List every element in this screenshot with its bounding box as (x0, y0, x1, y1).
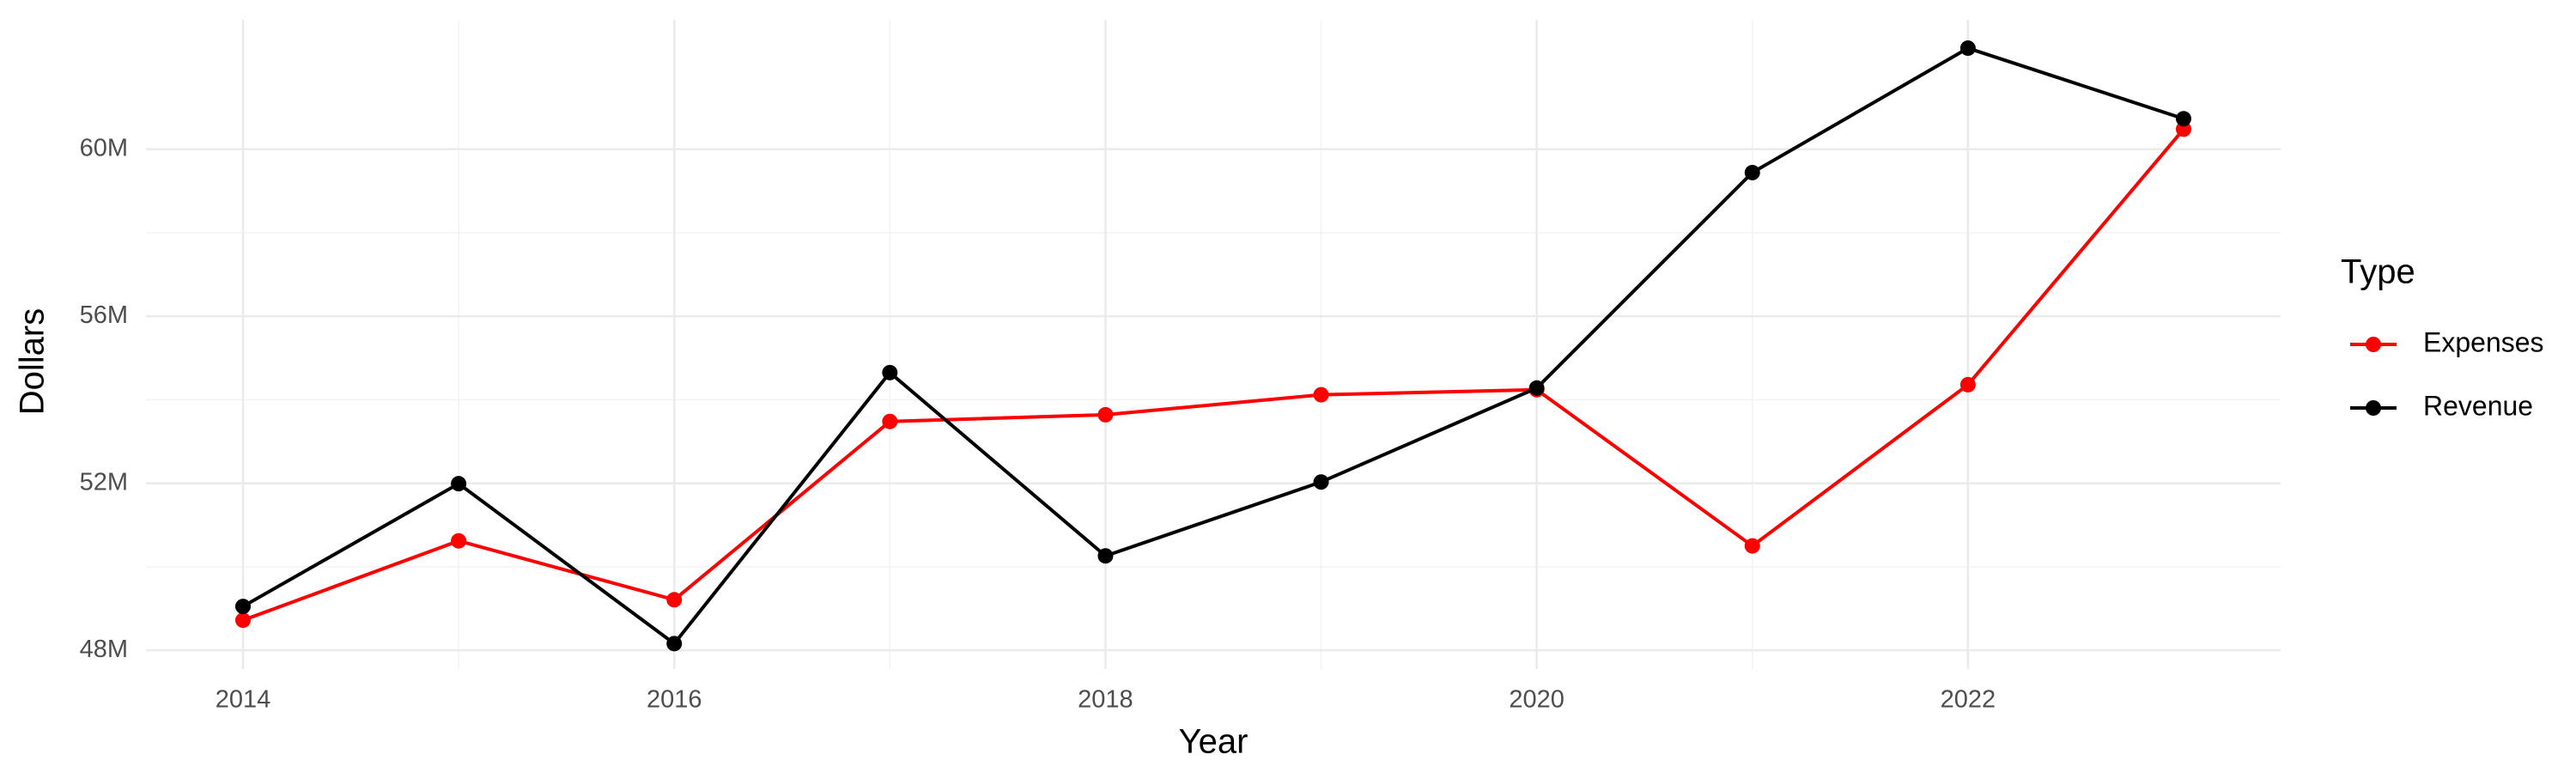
point (882, 413, 898, 429)
x-tick-label: 2016 (647, 686, 702, 714)
x-tick-label: 2020 (1509, 686, 1564, 714)
legend-key-point (2366, 337, 2381, 352)
point (1744, 164, 1760, 180)
legend-label: Expenses (2423, 326, 2544, 357)
point (882, 364, 898, 380)
point (666, 592, 683, 608)
legend-title: Type (2341, 253, 2415, 291)
point (1528, 380, 1545, 396)
point (1744, 538, 1760, 554)
legend-label: Revenue (2423, 390, 2533, 421)
point (235, 599, 251, 615)
point (666, 636, 683, 652)
y-tick-label: 48M (80, 636, 128, 663)
y-axis-title: Dollars (14, 308, 52, 415)
point (2176, 111, 2191, 127)
legend-key-point (2366, 400, 2381, 416)
point (1313, 474, 1329, 490)
point (1959, 40, 1976, 57)
point (1313, 386, 1329, 403)
x-tick-label: 2022 (1941, 686, 1996, 714)
y-tick-label: 56M (80, 301, 128, 329)
x-tick-label: 2018 (1078, 686, 1133, 714)
point (451, 533, 467, 549)
point (1959, 376, 1976, 393)
y-tick-label: 60M (80, 134, 128, 161)
point (235, 612, 251, 629)
y-tick-label: 52M (80, 468, 128, 496)
x-axis-title: Year (1179, 723, 1249, 761)
x-tick-label: 2014 (216, 686, 271, 714)
series-line (242, 46, 2184, 647)
point (1097, 548, 1114, 564)
point (451, 476, 467, 492)
series-line (242, 128, 2185, 622)
point (1097, 406, 1114, 423)
